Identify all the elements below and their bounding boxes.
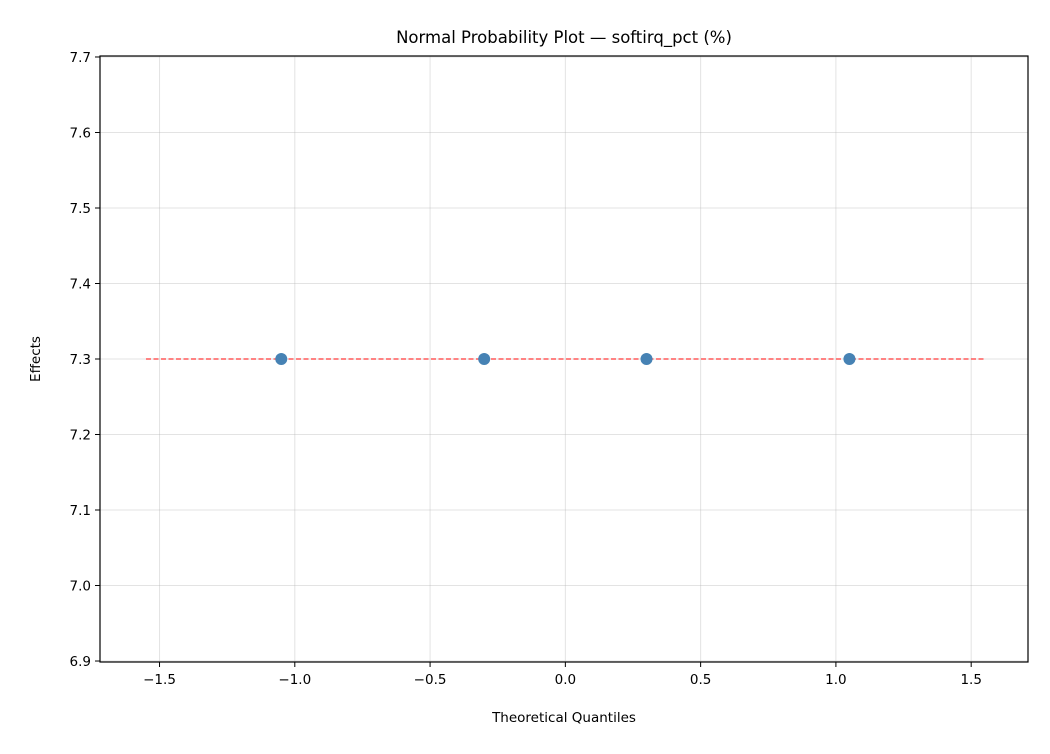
x-tick-label: −0.5 <box>414 672 447 688</box>
x-tick-label: 0.0 <box>555 672 576 688</box>
data-point <box>640 353 653 365</box>
x-tick-label: 1.5 <box>960 672 981 688</box>
x-axis-label: Theoretical Quantiles <box>491 710 636 726</box>
x-tick-label: −1.5 <box>143 672 176 688</box>
y-axis-label: Effects <box>28 336 44 382</box>
y-tick-label: 6.9 <box>70 654 91 670</box>
y-tick-label: 7.2 <box>70 428 91 444</box>
y-tick-label: 7.4 <box>70 276 91 292</box>
data-point <box>275 353 288 365</box>
x-tick-label: 0.5 <box>690 672 711 688</box>
data-point <box>843 353 856 365</box>
data-point <box>478 353 491 365</box>
chart-title: Normal Probability Plot — softirq_pct (%… <box>396 28 732 48</box>
y-tick-label: 7.3 <box>70 352 91 368</box>
ticks: −1.5 −1.0 −0.5 0.0 0.5 1.0 1.5 6.9 7.0 7.1 7.2 7.3 7… <box>70 50 982 688</box>
y-tick-label: 7.1 <box>70 503 91 519</box>
plot-frame <box>99 55 1029 663</box>
y-tick-label: 7.5 <box>70 201 91 217</box>
marks <box>145 353 985 365</box>
y-tick-label: 7.7 <box>70 50 91 66</box>
y-tick-label: 7.6 <box>70 125 91 141</box>
x-tick-label: −1.0 <box>278 672 311 688</box>
x-tick-label: 1.0 <box>825 672 846 688</box>
y-tick-label: 7.0 <box>70 579 91 595</box>
